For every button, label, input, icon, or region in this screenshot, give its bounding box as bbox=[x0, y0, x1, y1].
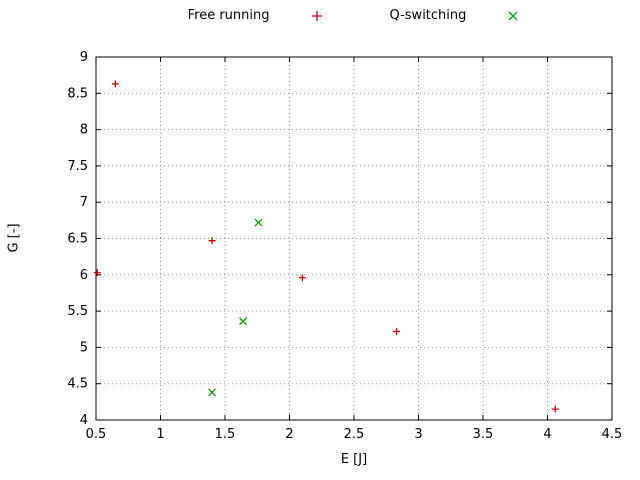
x-tick-label: 2.5 bbox=[344, 427, 365, 442]
plus-marker-icon bbox=[311, 11, 322, 21]
x-tick-label: 4 bbox=[543, 427, 551, 442]
data-point-plus bbox=[393, 327, 401, 335]
x-marker-icon bbox=[508, 11, 518, 21]
data-point-plus bbox=[551, 405, 559, 413]
data-point-x bbox=[254, 218, 263, 227]
y-tick-label: 5 bbox=[80, 340, 88, 355]
x-tick-label: 1 bbox=[156, 427, 164, 442]
y-tick-label: 7 bbox=[80, 195, 88, 210]
y-tick-label: 8 bbox=[80, 123, 88, 138]
x-tick-label: 2 bbox=[285, 427, 293, 442]
y-tick-label: 4.5 bbox=[67, 377, 88, 392]
x-marker-glyph bbox=[508, 11, 518, 21]
y-tick-label: 4 bbox=[80, 413, 88, 428]
y-tick-label: 8.5 bbox=[67, 86, 88, 101]
x-tick-label: 3 bbox=[414, 427, 422, 442]
y-tick-label: 6.5 bbox=[67, 232, 88, 247]
data-point-plus bbox=[93, 269, 101, 277]
data-point-x bbox=[208, 388, 217, 397]
y-tick-label: 7.5 bbox=[67, 159, 88, 174]
data-point-plus bbox=[111, 80, 119, 88]
x-tick-label: 0.5 bbox=[86, 427, 107, 442]
data-point-plus bbox=[298, 274, 306, 282]
data-point-x bbox=[239, 317, 248, 326]
y-tick-label: 9 bbox=[80, 50, 88, 65]
x-tick-label: 4.5 bbox=[602, 427, 623, 442]
plus-marker-glyph bbox=[311, 11, 322, 21]
legend-item-free-running: Free running bbox=[188, 6, 324, 26]
y-tick-label: 5.5 bbox=[67, 304, 88, 319]
legend-label-free-running: Free running bbox=[187, 8, 270, 23]
x-tick-label: 3.5 bbox=[473, 427, 494, 442]
legend-item-q-switching: Q-switching bbox=[390, 6, 521, 26]
plot-border bbox=[95, 56, 613, 421]
y-axis-label: G [-] bbox=[6, 223, 22, 253]
data-point-plus bbox=[208, 237, 216, 245]
x-axis-label: E [J] bbox=[340, 452, 368, 467]
y-tick-label: 6 bbox=[80, 268, 88, 283]
legend-label-q-switching: Q-switching bbox=[389, 8, 467, 23]
x-tick-label: 1.5 bbox=[215, 427, 236, 442]
legend: Free running Q-switching bbox=[96, 6, 612, 26]
